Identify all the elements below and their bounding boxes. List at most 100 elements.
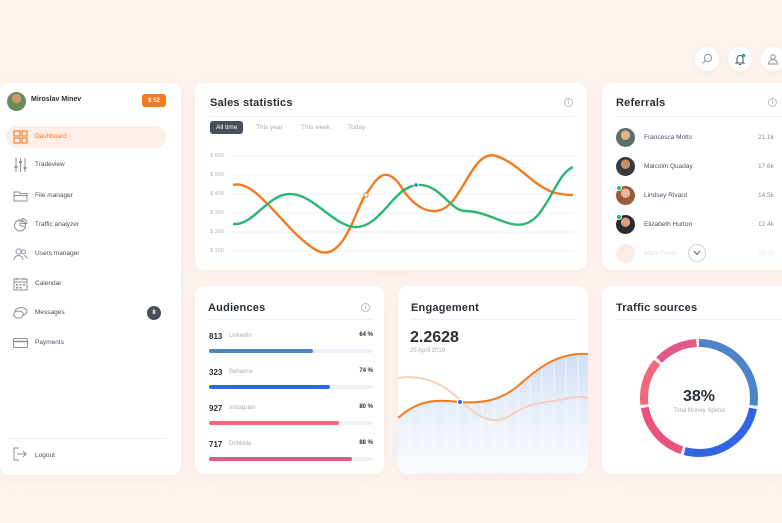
show-more-button[interactable] (688, 244, 706, 262)
avatar (616, 157, 635, 176)
sidebar-item-label: Dashboard (35, 133, 67, 140)
tab-all-time[interactable]: All time (210, 121, 244, 134)
online-status-dot (616, 185, 622, 191)
list-item[interactable]: Malcolm Quaday 17.6k (616, 156, 782, 176)
card-title: Referrals (616, 97, 666, 109)
bell-icon (734, 53, 746, 65)
card-title: Audiences (208, 302, 266, 314)
sidebar-divider (8, 438, 167, 439)
secondary-series-line (398, 376, 588, 422)
sidebar-item-users-manager[interactable]: Users manager (6, 243, 166, 265)
credit-card-icon (13, 338, 28, 348)
referral-value: 12.4k (758, 221, 774, 228)
avatar (616, 244, 635, 263)
list-item[interactable]: Mark Fetch 10.1k (616, 243, 782, 263)
pie-chart-icon (14, 218, 28, 232)
vertical-gridlines (409, 354, 579, 474)
search-button[interactable] (695, 47, 719, 71)
audience-percent: 88 % (359, 440, 373, 446)
progress-fill (209, 385, 330, 389)
info-icon[interactable]: i (564, 98, 573, 107)
orange-series-marker (363, 192, 369, 198)
green-series-marker (413, 182, 419, 188)
card-title: Traffic sources (616, 302, 698, 314)
tab-this-week[interactable]: This week (301, 124, 331, 131)
engagement-marker (456, 398, 464, 406)
audience-count: 813 (209, 332, 223, 341)
balance-badge[interactable]: $ 52 (142, 94, 166, 107)
referral-value: 14.5k (758, 192, 774, 199)
engagement-area (398, 353, 588, 474)
sidebar: Miroslav Minev $ 52 Dashboard Tradeview … (0, 83, 181, 475)
avatar[interactable] (7, 92, 26, 111)
progress-fill (209, 349, 314, 353)
audience-name: Behance (229, 369, 253, 375)
green-series-line (232, 165, 574, 229)
list-item[interactable]: Lindsey Rivard 14.5k (616, 185, 782, 205)
logout-link[interactable]: Logout (35, 452, 55, 459)
y-tick-label: $ 200 (210, 229, 224, 235)
tab-this-year[interactable]: This year (256, 124, 283, 131)
list-item[interactable]: Elizabeth Hurton 12.4k (616, 214, 782, 234)
y-tick-label: $ 300 (210, 210, 224, 216)
sales-chart (231, 154, 575, 254)
progress-fill (209, 457, 353, 461)
audience-row-behance: 323 Behance 74 % (209, 368, 373, 396)
sidebar-item-label: Tradeview (35, 161, 65, 168)
info-icon[interactable]: i (361, 303, 370, 312)
sidebar-item-dashboard[interactable]: Dashboard (6, 126, 166, 148)
donut-segment-4 (640, 339, 758, 457)
gridlines (231, 155, 575, 252)
audience-count: 927 (209, 404, 223, 413)
search-icon (702, 53, 713, 64)
audience-percent: 80 % (359, 404, 373, 410)
sidebar-item-label: File manager (35, 192, 73, 199)
progress-fill (209, 421, 340, 425)
audience-percent: 74 % (359, 368, 373, 374)
sidebar-item-label: Users manager (35, 250, 80, 257)
tab-today[interactable]: Today (348, 124, 366, 131)
messages-count-badge: 8 (147, 306, 161, 320)
avatar (616, 186, 635, 205)
sidebar-item-tradeview[interactable]: Tradeview (6, 154, 166, 176)
traffic-percent: 38% (682, 388, 716, 405)
primary-series-line (398, 352, 588, 419)
progress-track (209, 421, 372, 425)
sidebar-item-traffic-analyzer[interactable]: Traffic analyzer (6, 214, 166, 236)
referral-value: 21.1k (758, 134, 774, 141)
logout-icon[interactable] (13, 447, 28, 461)
audience-count: 323 (209, 368, 223, 377)
audience-count: 717 (209, 440, 223, 449)
referral-name: Malcolm Quaday (644, 163, 693, 170)
user-button[interactable] (761, 47, 782, 71)
referral-value: 10.1k (758, 250, 774, 257)
info-icon[interactable]: i (768, 98, 777, 107)
traffic-donut-chart (640, 339, 758, 457)
sidebar-item-label: Calendar (35, 280, 62, 287)
orange-series-line (232, 154, 574, 254)
avatar (616, 215, 635, 234)
sidebar-item-file-manager[interactable]: File manager (6, 185, 166, 207)
chevron-down-icon (693, 250, 701, 256)
sidebar-item-payments[interactable]: Payments (6, 332, 166, 354)
audience-name: Dribbble (229, 441, 252, 447)
progress-track (209, 349, 372, 353)
sidebar-item-messages[interactable]: Messages 8 (6, 302, 166, 324)
progress-track (209, 385, 372, 389)
list-item[interactable]: Francesca Motts 21.1k (616, 127, 782, 147)
card-divider (411, 319, 575, 320)
card-divider (208, 319, 372, 320)
online-status-dot (616, 214, 622, 220)
referral-value: 17.6k (758, 163, 774, 170)
user-icon (767, 54, 779, 65)
y-tick-label: $ 100 (210, 248, 224, 254)
sidebar-item-calendar[interactable]: Calendar (6, 273, 166, 295)
sidebar-item-label: Traffic analyzer (35, 221, 80, 228)
sidebar-item-label: Payments (35, 339, 64, 346)
audience-name: Instagram (229, 405, 256, 411)
notifications-button[interactable] (728, 47, 752, 71)
donut-segment-1 (640, 339, 758, 457)
y-tick-label: $ 500 (210, 172, 224, 178)
traffic-sources-card: Traffic sources 38% Total Money Spend (602, 286, 782, 474)
sidebar-item-label: Messages (35, 309, 65, 316)
